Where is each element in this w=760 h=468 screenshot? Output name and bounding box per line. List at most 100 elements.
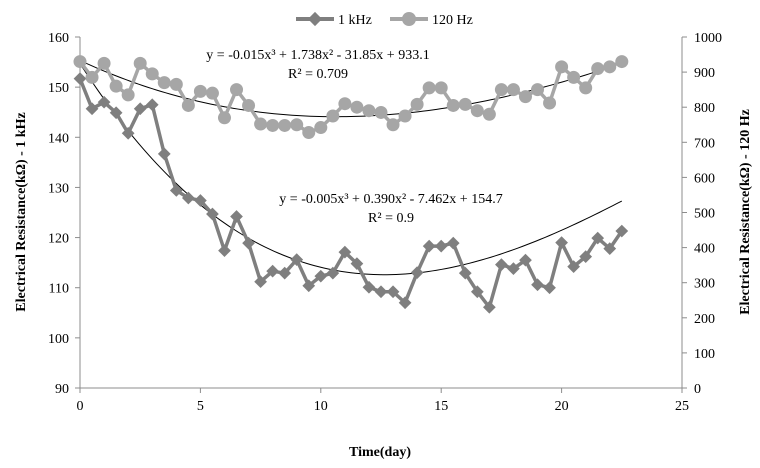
data-point-1khz [145,98,159,112]
y-right-tick-label: 400 [694,242,715,257]
data-point-1khz [157,147,171,161]
data-point-1khz [555,236,568,249]
y-left-tick-label: 100 [48,332,69,347]
data-point-120hz [85,70,99,84]
data-point-120hz [531,83,545,97]
data-point-1khz [470,285,484,299]
data-point-120hz [121,88,135,102]
data-point-1khz [579,250,593,263]
data-point-1khz [567,260,581,274]
data-point-1khz [109,106,123,120]
data-point-120hz [579,81,593,95]
data-point-1khz [278,266,292,280]
data-point-120hz [603,60,617,74]
data-point-120hz [398,109,412,123]
data-point-120hz [434,81,448,95]
trendline-equation-1khz: y = -0.005x³ + 0.390x² - 7.462x + 154.7 [279,192,502,207]
data-point-120hz [410,97,424,111]
data-point-1khz [338,245,352,259]
y-right-tick-label: 700 [694,136,715,151]
data-point-1khz [133,102,147,116]
data-point-1khz [374,285,388,299]
data-point-120hz [518,90,532,104]
data-point-1khz [302,279,316,293]
y-right-tick-label: 500 [694,207,715,222]
y-right-tick-label: 100 [694,347,715,362]
data-point-120hz [567,70,581,84]
legend-label-120hz: 120 Hz [432,13,473,28]
y-left-tick-label: 140 [48,131,69,146]
data-point-120hz [278,118,292,132]
legend-label-1khz: 1 kHz [338,13,372,28]
y-axis-title-right: Electrical Resistance(kΩ) - 120 Hz [738,109,753,315]
legend-marker-120hz [402,12,416,26]
data-point-1khz [350,257,364,271]
data-point-1khz [531,278,544,292]
axes: 0 5 10 15 20 25 90 100 110 120 130 140 150 160 0 100 200… [48,31,722,414]
annotations: y = -0.015x³ + 1.738x² - 31.85x + 933.1 … [206,48,502,226]
data-point-1khz [326,266,340,280]
data-point-120hz [266,118,280,132]
data-point-120hz [181,98,195,112]
data-point-120hz [470,104,484,118]
data-point-1khz [519,253,532,267]
y-right-tick-label: 900 [694,66,715,81]
data-point-120hz [193,84,207,98]
data-point-1khz [181,191,195,205]
x-tick-label: 15 [434,399,448,414]
data-point-120hz [290,118,304,132]
series-line-1khz [78,77,624,310]
data-point-120hz [374,105,388,119]
data-point-1khz [410,266,424,280]
y-right-tick-label: 300 [694,277,715,292]
data-point-120hz [591,62,605,76]
y-right-tick-label: 800 [694,101,715,116]
data-point-1khz [458,266,472,280]
data-point-120hz [73,55,87,69]
y-left-tick-label: 150 [48,81,69,96]
data-point-1khz [73,72,87,85]
data-point-120hz [302,125,316,139]
y-left-tick-label: 130 [48,181,69,196]
data-point-120hz [254,117,268,131]
y-right-tick-label: 0 [694,382,701,397]
data-point-120hz [109,79,123,93]
y-left-tick-label: 160 [48,31,69,46]
data-point-120hz [326,109,340,123]
data-point-1khz [230,210,243,223]
x-tick-label: 10 [314,399,328,414]
x-tick-label: 0 [77,399,84,414]
series [73,55,629,314]
data-point-120hz [338,97,352,111]
data-point-120hz [543,96,557,110]
x-tick-label: 5 [197,399,204,414]
series-120hz [73,55,629,139]
data-point-120hz [446,98,460,112]
data-point-1khz [218,244,231,257]
data-point-120hz [97,56,111,70]
series-line-120hz [78,59,623,135]
x-axis-title: Time(day) [349,445,411,460]
data-point-120hz [242,98,256,112]
data-point-120hz [145,67,159,81]
data-point-120hz [314,121,328,135]
y-left-tick-label: 120 [48,232,69,247]
y-right-tick-label: 200 [694,312,715,327]
trendline-r2-1khz: R² = 0.9 [368,211,414,226]
data-point-120hz [386,118,400,132]
data-point-120hz [169,77,183,91]
x-tick-label: 25 [675,399,689,414]
data-point-1khz [422,239,436,253]
y-left-tick-label: 110 [49,282,69,297]
data-point-1khz [386,285,400,299]
data-point-120hz [230,83,244,97]
y-axis-title-left: Electrical Resistance(kΩ) - 1 kHz [14,112,29,311]
data-point-1khz [446,236,460,250]
legend: 1 kHz 120 Hz [296,11,473,28]
trendline-r2-120hz: R² = 0.709 [288,67,348,82]
data-point-1khz [495,258,508,272]
data-point-1khz [362,280,376,294]
data-point-120hz [350,100,364,114]
